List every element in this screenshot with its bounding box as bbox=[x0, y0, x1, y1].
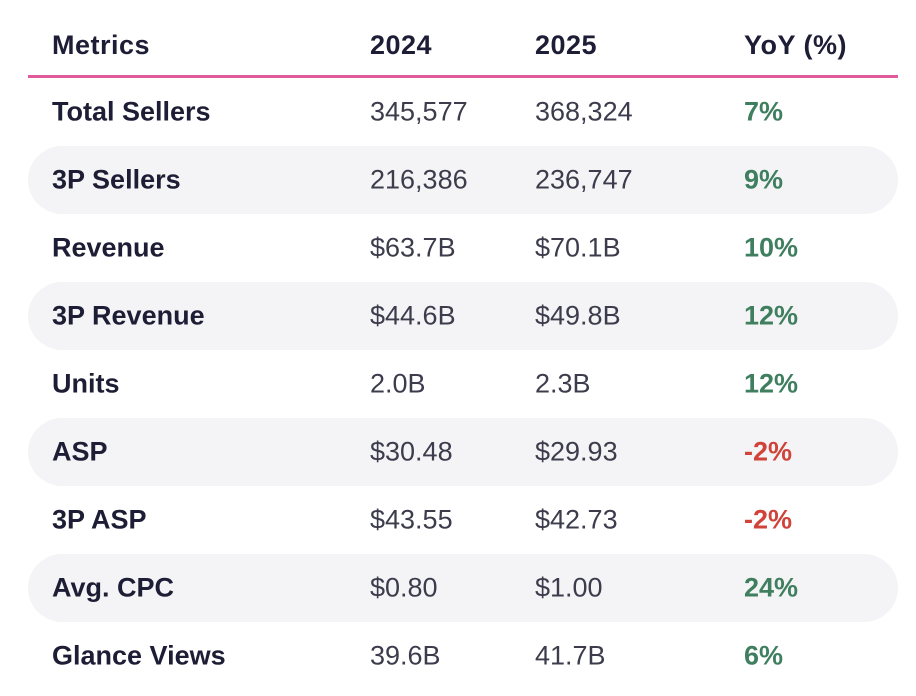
value-2025-cell: $42.73 bbox=[535, 504, 618, 535]
table-row: Units 2.0B 2.3B 12% bbox=[28, 350, 898, 418]
value-2025-cell: 2.3B bbox=[535, 368, 591, 399]
metrics-table: Metrics 2024 2025 YoY (%) Total Sellers 3… bbox=[28, 0, 898, 690]
value-2025-cell: 41.7B bbox=[535, 640, 606, 671]
yoy-cell: 24% bbox=[744, 572, 799, 603]
table-row: Glance Views 39.6B 41.7B 6% bbox=[28, 622, 898, 690]
table-row: Avg. CPC $0.80 $1.00 24% bbox=[28, 554, 898, 622]
metric-cell: Glance Views bbox=[52, 640, 226, 671]
yoy-cell: 10% bbox=[744, 232, 799, 263]
metric-cell: Revenue bbox=[52, 232, 165, 263]
value-2025-cell: $49.8B bbox=[535, 300, 621, 331]
metric-cell: ASP bbox=[52, 436, 108, 467]
value-2025-cell: 368,324 bbox=[535, 96, 633, 127]
value-2025-cell: $70.1B bbox=[535, 232, 621, 263]
yoy-cell: -2% bbox=[744, 436, 793, 467]
yoy-cell: 12% bbox=[744, 300, 799, 331]
table-body: Total Sellers 345,577 368,324 7% 3P Sellers 2… bbox=[28, 78, 898, 690]
value-2024-cell: $43.55 bbox=[370, 504, 453, 535]
metric-cell: 3P Revenue bbox=[52, 300, 205, 331]
value-2024-cell: 216,386 bbox=[370, 164, 468, 195]
value-2025-cell: $1.00 bbox=[535, 572, 603, 603]
yoy-cell: 7% bbox=[744, 96, 784, 127]
value-2024-cell: $63.7B bbox=[370, 232, 456, 263]
value-2024-cell: 345,577 bbox=[370, 96, 468, 127]
value-2025-cell: 236,747 bbox=[535, 164, 633, 195]
metric-cell: Total Sellers bbox=[52, 96, 211, 127]
table-row: 3P Sellers 216,386 236,747 9% bbox=[28, 146, 898, 214]
yoy-cell: 6% bbox=[744, 640, 784, 671]
header-metrics: Metrics bbox=[52, 30, 151, 60]
value-2024-cell: $44.6B bbox=[370, 300, 456, 331]
value-2024-cell: $0.80 bbox=[370, 572, 438, 603]
header-yoy: YoY (%) bbox=[744, 30, 848, 60]
table-row: Revenue $63.7B $70.1B 10% bbox=[28, 214, 898, 282]
table-row: 3P Revenue $44.6B $49.8B 12% bbox=[28, 282, 898, 350]
value-2025-cell: $29.93 bbox=[535, 436, 618, 467]
value-2024-cell: 2.0B bbox=[370, 368, 426, 399]
metric-cell: 3P Sellers bbox=[52, 164, 181, 195]
metric-cell: 3P ASP bbox=[52, 504, 147, 535]
table-row: ASP $30.48 $29.93 -2% bbox=[28, 418, 898, 486]
table-header: Metrics 2024 2025 YoY (%) bbox=[28, 0, 898, 78]
metric-cell: Units bbox=[52, 368, 120, 399]
header-2025: 2025 bbox=[535, 30, 598, 60]
yoy-cell: 12% bbox=[744, 368, 799, 399]
value-2024-cell: $30.48 bbox=[370, 436, 453, 467]
yoy-cell: -2% bbox=[744, 504, 793, 535]
metric-cell: Avg. CPC bbox=[52, 572, 175, 603]
table-row: Total Sellers 345,577 368,324 7% bbox=[28, 78, 898, 146]
value-2024-cell: 39.6B bbox=[370, 640, 441, 671]
table-row: 3P ASP $43.55 $42.73 -2% bbox=[28, 486, 898, 554]
yoy-cell: 9% bbox=[744, 164, 784, 195]
header-2024: 2024 bbox=[370, 30, 433, 60]
